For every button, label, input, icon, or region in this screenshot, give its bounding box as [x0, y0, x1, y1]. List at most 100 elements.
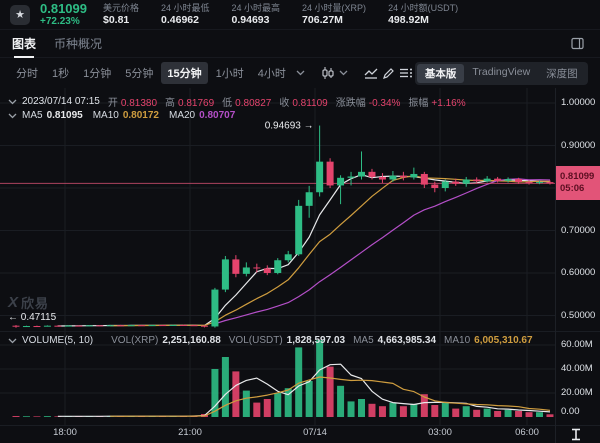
volume-axis-label: 60.00M: [561, 339, 593, 350]
favorite-star-button[interactable]: ★: [10, 4, 30, 25]
volume-axis-label: 20.00M: [561, 387, 593, 398]
tab-0[interactable]: 图表: [12, 30, 36, 58]
view-mode-2[interactable]: 深度图: [546, 67, 578, 80]
indicators-icon[interactable]: [364, 64, 378, 82]
volume-label: VOL(USDT): [228, 335, 283, 346]
candlestick-chart[interactable]: 0.94693 → ← 0.47115: [0, 88, 555, 443]
ohlc-value: 0.81380: [120, 98, 158, 109]
price-change-percent: +72.23%: [40, 15, 80, 27]
ohlc-value: 0.80827: [235, 98, 272, 109]
stat-0: 美元价格 $0.81: [103, 2, 139, 27]
timeframe-2[interactable]: 1分钟: [83, 68, 112, 80]
ma-label: MA5: [22, 110, 43, 121]
ma-info-bar: MA5 0.81095 MA10 0.80172 MA20 0.80707: [8, 110, 245, 121]
volume-label: VOL(XRP): [111, 335, 159, 346]
price-axis-label: 1.00000: [561, 97, 596, 108]
time-axis-label: 18:00: [53, 427, 77, 438]
stat-value: $0.81: [103, 14, 130, 26]
time-axis-label: 06:00: [515, 427, 539, 438]
ohlc-label: 收: [279, 98, 290, 109]
current-price-value: 0.81099: [560, 171, 595, 182]
market-stats-header: ★ 0.81099 +72.23% 美元价格 $0.81 24 小时最低 0.4696…: [0, 0, 600, 30]
timeframe-3[interactable]: 5分钟: [125, 68, 154, 80]
timeframe-5[interactable]: 1小时: [215, 68, 244, 80]
ma-value: 0.80172: [122, 110, 159, 121]
ma-item: MA20 0.80707: [169, 110, 235, 121]
volume-value: 1,828,597.03: [286, 335, 346, 346]
volume-values: VOL(XRP) 2,251,160.88 VOL(USDT) 1,828,597.0…: [103, 335, 532, 346]
tab-1[interactable]: 币种概况: [54, 36, 103, 51]
stat-value: 0.46962: [161, 14, 199, 26]
candle-style-chevron-down-icon[interactable]: [339, 64, 348, 82]
ohlc-label: 高: [165, 98, 176, 109]
ma-label: MA20: [169, 110, 196, 121]
volume-label: MA5: [353, 335, 374, 346]
chart-toolbar: 分时 1秒 1分钟 5分钟 15分钟 1小时 4小时: [0, 58, 600, 88]
ohlc-label: 低: [222, 98, 233, 109]
view-mode-0[interactable]: 基本版: [416, 63, 465, 83]
timeframe-chevron-down-icon[interactable]: [296, 64, 305, 82]
price-axis-label: 0.60000: [561, 267, 596, 278]
volume-value: 2,251,160.88: [162, 335, 221, 346]
ohlc-label: 振幅: [408, 98, 429, 109]
stat-value: 706.27M: [302, 14, 343, 26]
candle-countdown: 05:06: [560, 183, 585, 194]
stat-value: 498.92M: [388, 14, 429, 26]
stat-value: 0.94693: [231, 14, 270, 26]
ma-item: MA5 0.81095: [22, 110, 83, 121]
chart-settings-icon[interactable]: [399, 64, 413, 82]
draw-pencil-icon[interactable]: [382, 64, 395, 82]
price-axis-label: 0.50000: [561, 309, 596, 321]
ma-item: MA10 0.80172: [93, 110, 159, 121]
price-axis[interactable]: 0.81099 05:06 1.00000 0.90000 0.70000 0.600…: [555, 88, 600, 443]
chart-region: 0.94693 → ← 0.47115 2023/07/14 07:15 开 0.8…: [0, 88, 600, 443]
price-axis-label: 0.70000: [561, 224, 596, 236]
view-mode-1[interactable]: TradingView: [472, 65, 531, 78]
stat-2: 24 小时最高 0.94693: [232, 2, 281, 27]
market-stats: 美元价格 $0.81 24 小时最低 0.46962 24 小时最高 0.94693 24 …: [103, 2, 458, 27]
ohlc-value: -0.34%: [368, 98, 401, 109]
watermark-text: 欣易: [21, 296, 50, 311]
stat-label: 美元价格: [103, 3, 140, 13]
ohlc-value: 0.81109: [292, 98, 328, 109]
collapse-chevron-icon[interactable]: [8, 113, 17, 119]
time-axis-label: 21:00: [178, 427, 202, 438]
volume-axis-label: 0.00: [561, 406, 580, 417]
stat-label: 24 小时量(XRP): [302, 3, 367, 13]
watermark-x-glyph: X: [8, 294, 20, 311]
volume-indicator-title: VOLUME(5, 10): [22, 335, 94, 346]
current-price-badge: 0.81099 05:06: [556, 166, 600, 200]
stat-label: 24 小时最低: [161, 3, 210, 13]
watermark-logo: X 欣易: [8, 293, 49, 312]
ohlc-value: 0.81769: [178, 98, 215, 109]
panel-toggle-icon[interactable]: [568, 35, 586, 53]
stat-label: 24 小时额(USDT): [388, 3, 459, 13]
last-price: 0.81099: [40, 0, 87, 16]
stat-3: 24 小时量(XRP) 706.27M: [302, 2, 366, 27]
volume-value: 6,005,310.67: [474, 335, 533, 346]
star-icon: ★: [15, 8, 25, 21]
ohlc-label: 涨跌幅: [335, 98, 366, 109]
volume-label: MA10: [444, 335, 471, 346]
stat-label: 24 小时最高: [231, 3, 281, 13]
collapse-chevron-icon[interactable]: [8, 99, 17, 105]
timeframe-1[interactable]: 1秒: [52, 68, 70, 80]
price-block: 0.81099 +72.23%: [40, 0, 87, 28]
volume-axis-label: 40.00M: [561, 363, 593, 374]
ma-label: MA10: [92, 110, 119, 121]
ma-values: MA5 0.81095 MA10 0.80172 MA20 0.80707: [22, 110, 245, 121]
axis-divider: [0, 425, 600, 426]
chart-view-switcher: 基本版 TradingView 深度图: [414, 61, 588, 85]
tabs: 图表 币种概况: [12, 30, 120, 58]
cursor-tool-icon[interactable]: [570, 428, 582, 443]
collapse-chevron-icon[interactable]: [8, 338, 17, 344]
ohlc-fields: 开 0.81380 高 0.81769 低 0.80827 收 0.81109 涨跌幅 -0.34…: [100, 94, 466, 109]
timeframe-4[interactable]: 15分钟: [161, 62, 208, 84]
price-axis-label: 0.90000: [561, 139, 596, 151]
candle-style-icon[interactable]: [321, 64, 335, 82]
high-annotation: 0.94693 →: [265, 121, 314, 132]
volume-value: 4,663,985.34: [377, 335, 437, 346]
timeframe-6[interactable]: 4小时: [257, 68, 286, 80]
timeframe-0[interactable]: 分时: [16, 68, 38, 80]
